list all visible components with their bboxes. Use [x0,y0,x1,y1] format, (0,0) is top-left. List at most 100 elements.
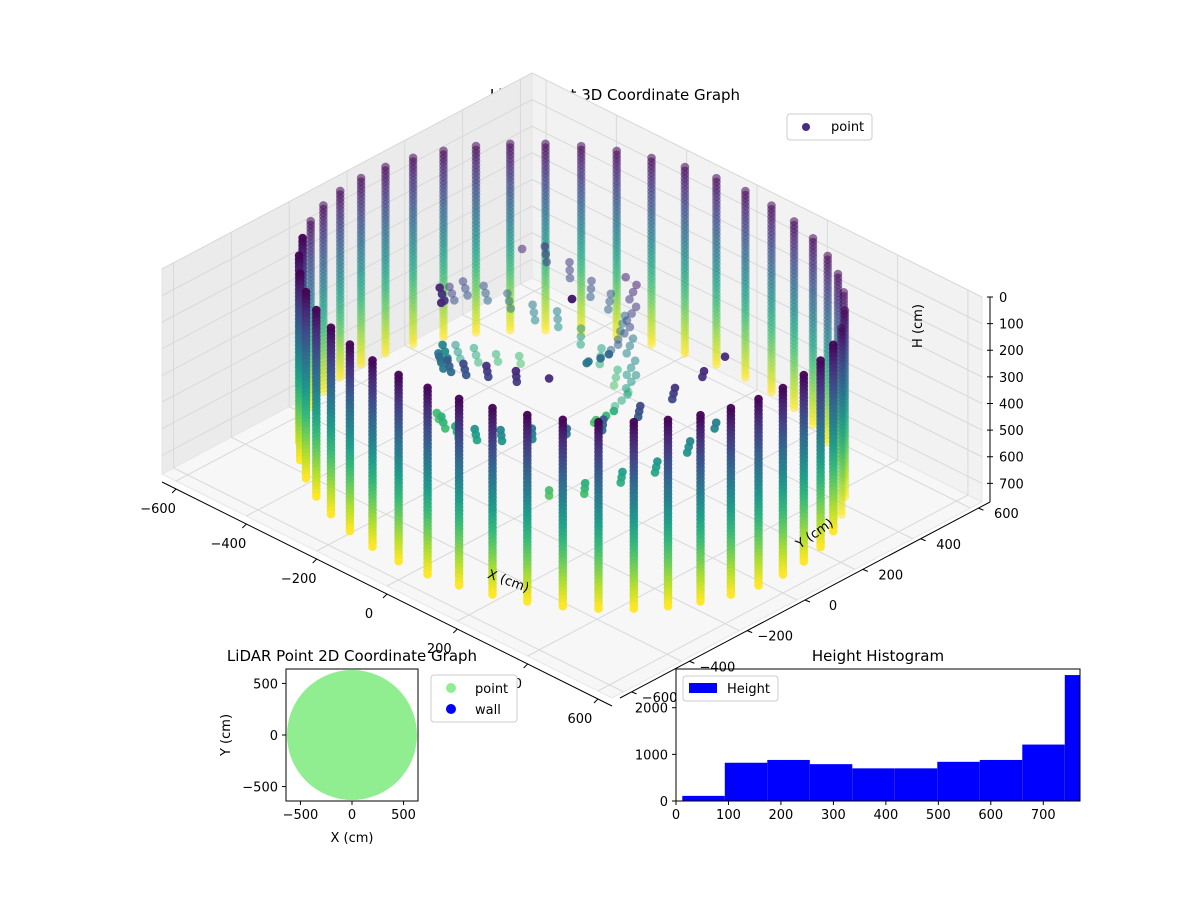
data-point [463,291,472,300]
data-point [552,307,562,316]
data-point [381,349,390,358]
x-tick-label: 500 [926,808,951,823]
z-tick-label: 100 [999,318,1024,333]
histogram-bar [937,761,980,801]
data-point [493,357,503,366]
z-tick-label: 700 [999,477,1024,492]
chart-3d-legend-marker [802,123,810,131]
histogram-legend-label: Height [727,682,770,697]
data-point [488,590,497,599]
data-point [816,542,825,552]
x-tick [593,698,599,704]
y-tick [862,568,868,572]
data-point [586,284,596,294]
data-point [435,283,445,293]
z-tick-label: 0 [999,291,1007,306]
chart-3d-points [294,139,850,613]
data-point [506,304,516,313]
chart-2d-legend: point wall [430,674,518,723]
x-tick [523,663,528,669]
data-point [454,581,464,590]
data-point [514,351,524,361]
data-point [627,377,636,387]
data-point [628,334,638,343]
y-tick [804,599,811,603]
data-point [458,277,468,286]
data-point [621,383,631,393]
y-tick-label: −600 [642,691,678,706]
data-point [647,340,656,349]
data-point [447,289,457,298]
data-point [459,359,468,369]
data-point [596,354,605,363]
data-point [335,373,345,382]
chart-3d-legend: point [786,113,873,141]
data-point [523,597,532,606]
y-tick-label: 2000 [635,702,668,717]
data-point [632,280,641,290]
x-tick [312,558,318,564]
x-tick [382,593,388,599]
data-point [434,352,444,361]
x-tick-label: 200 [769,808,794,823]
data-point [613,340,623,350]
data-point [312,492,321,501]
data-point [567,294,577,304]
data-point [542,257,551,267]
histogram-legend: Height [682,675,779,702]
data-point [625,295,634,304]
data-point [712,360,721,369]
x-tick-label: 100 [716,808,741,823]
data-point [580,478,590,488]
data-point [636,401,645,411]
data-point [565,273,575,283]
histogram-legend-frame [682,675,779,702]
data-point [576,332,586,341]
data-point [663,601,673,611]
x-tick-label: 600 [568,712,593,727]
chart-2d-ticks: −500 0 500 −500 0 500 [242,677,416,823]
data-point [319,387,328,397]
x-tick-label: −500 [283,808,319,823]
point-cloud [287,670,417,800]
data-point [443,356,452,365]
data-point [711,418,721,428]
data-point [491,349,501,359]
data-point [461,284,470,293]
data-point [808,420,818,430]
data-point [597,344,606,353]
chart-3d-legend-frame [786,113,873,141]
data-point [511,366,521,376]
chart-3d: LiDAR Point 3D Coordinate Graph −600−400… [140,72,1024,727]
data-point [837,510,846,519]
histogram-bar [979,759,1023,801]
data-point [345,526,355,536]
data-point [628,287,638,297]
chart-histogram: Height Histogram 0 100 200 300 400 500 600 7000… [635,647,1081,823]
data-point [576,340,585,349]
data-point [301,474,311,483]
data-point [631,302,641,312]
y-tick-label: 0 [829,599,837,614]
data-point [621,272,630,282]
data-point [829,526,838,536]
data-point [576,324,586,333]
data-point [625,322,635,332]
data-point [445,282,454,292]
chart-3d-legend-label: point [831,120,864,135]
x-tick-label: 500 [391,808,416,823]
data-point [726,590,736,599]
x-tick-label: 0 [365,607,373,622]
grid-line [161,152,983,378]
data-point [394,556,403,566]
histogram-bars [682,675,1080,801]
chart-2d-legend-marker-wall [446,704,456,714]
x-tick-label: 0 [348,808,356,823]
data-point [496,425,505,435]
x-tick-label: 0 [672,808,680,823]
data-point [627,309,636,318]
data-point [368,542,377,551]
data-point [423,569,432,579]
data-point [696,597,705,606]
data-point [505,325,515,335]
